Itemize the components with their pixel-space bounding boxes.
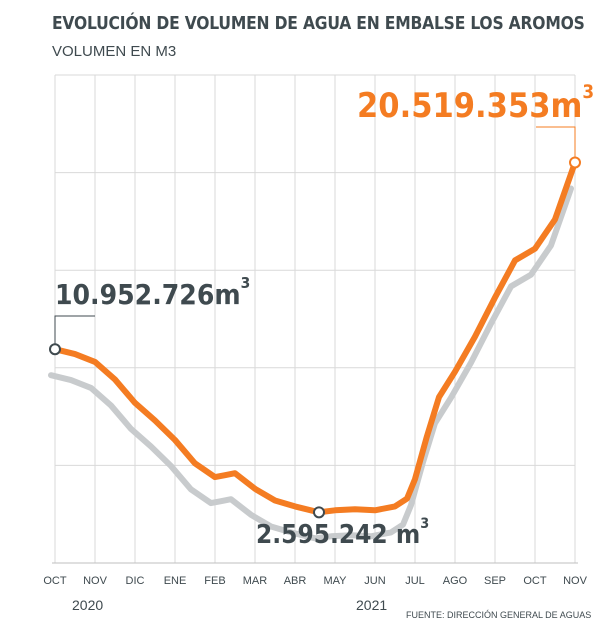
min-value: 2.595.242 m <box>256 520 421 550</box>
x-tick-label: ENE <box>164 575 187 587</box>
chart-subtitle: VOLUMEN EN M3 <box>52 43 177 60</box>
start-value-unit-exp: 3 <box>240 274 251 292</box>
end-value-unit-exp: 3 <box>582 82 595 103</box>
x-tick-label: ABR <box>284 575 307 587</box>
year-label-2020: 2020 <box>72 597 104 613</box>
year-label-2021: 2021 <box>356 597 388 613</box>
x-tick-label: OCT <box>523 575 547 587</box>
start-callout-leader <box>54 315 95 350</box>
x-tick-label: MAR <box>243 575 268 587</box>
end-value-callout: 20.519.353m3 <box>357 82 594 126</box>
x-tick-label: AGO <box>443 575 468 587</box>
x-tick-label: SEP <box>484 575 506 587</box>
x-tick-label: MAY <box>323 575 347 587</box>
x-tick-label: OCT <box>43 575 67 587</box>
min-value-unit-exp: 3 <box>420 516 430 532</box>
x-tick-label: DIC <box>126 575 145 587</box>
min-point-marker <box>313 506 325 519</box>
chart-title: EVOLUCIÓN DE VOLUMEN DE AGUA EN EMBALSE … <box>52 13 585 34</box>
start-value: 10.952.726m <box>55 278 241 311</box>
x-tick-label: NOV <box>563 575 588 587</box>
end-point-marker <box>569 156 581 169</box>
x-tick-label: FEB <box>204 575 225 587</box>
x-tick-label: JUN <box>364 575 385 587</box>
source-note: FUENTE: DIRECCIÓN GENERAL DE AGUAS <box>406 610 592 620</box>
series-shadow-line <box>48 185 574 542</box>
start-point-marker <box>49 343 61 356</box>
end-value: 20.519.353m <box>357 86 583 126</box>
x-tick-label: JUL <box>405 575 425 587</box>
start-value-callout: 10.952.726m3 <box>55 274 250 311</box>
end-callout-leader <box>536 126 576 163</box>
series-line <box>52 159 578 516</box>
min-value-callout: 2.595.242 m3 <box>256 516 429 550</box>
x-tick-label: NOV <box>83 575 108 587</box>
